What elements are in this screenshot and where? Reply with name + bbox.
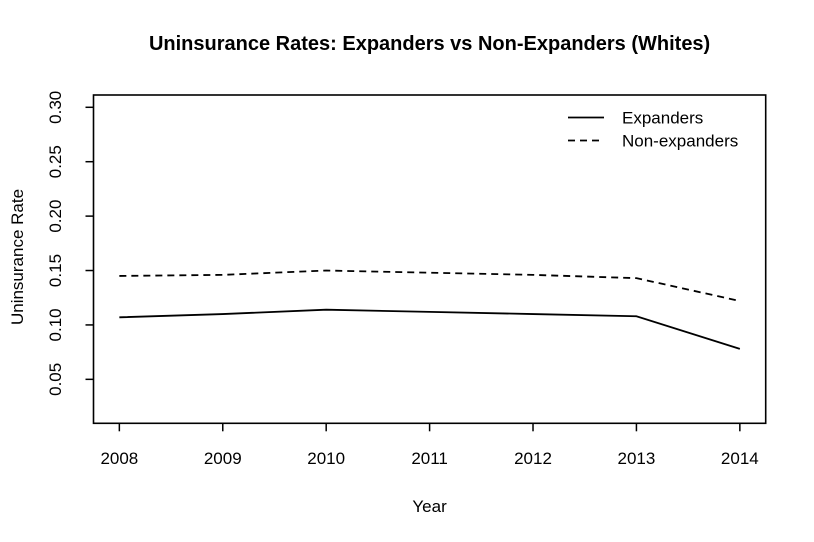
y-tick-label: 0.15 bbox=[46, 254, 65, 287]
x-tick-label: 2012 bbox=[514, 449, 552, 468]
y-tick-label: 0.10 bbox=[46, 308, 65, 341]
y-tick-label: 0.30 bbox=[46, 91, 65, 124]
y-tick-label: 0.25 bbox=[46, 145, 65, 178]
x-tick-label: 2009 bbox=[204, 449, 242, 468]
chart-title: Uninsurance Rates: Expanders vs Non-Expa… bbox=[149, 33, 710, 55]
y-tick-label: 0.20 bbox=[46, 200, 65, 233]
series-line-non-expanders bbox=[119, 269, 741, 302]
y-axis-label: Uninsurance Rate bbox=[8, 189, 27, 325]
y-tick-label: 0.05 bbox=[46, 363, 65, 396]
x-tick-label: 2011 bbox=[411, 449, 448, 468]
x-tick-label: 2013 bbox=[618, 449, 656, 468]
x-axis-ticks: 2008 2009 2010 2011 2012 2013 2014 bbox=[100, 423, 759, 468]
series-line-expanders bbox=[119, 308, 741, 350]
data-series bbox=[119, 269, 741, 350]
x-tick-label: 2010 bbox=[307, 449, 345, 468]
y-axis-ticks: 0.05 0.10 0.15 0.20 0.25 0.30 bbox=[46, 91, 94, 396]
legend-label-non-expanders: Non-expanders bbox=[622, 132, 738, 151]
x-tick-label: 2014 bbox=[721, 449, 759, 468]
legend: Expanders Non-expanders bbox=[568, 109, 738, 151]
x-tick-label: 2008 bbox=[100, 449, 138, 468]
x-axis-label: Year bbox=[412, 497, 447, 516]
legend-label-expanders: Expanders bbox=[622, 109, 703, 128]
